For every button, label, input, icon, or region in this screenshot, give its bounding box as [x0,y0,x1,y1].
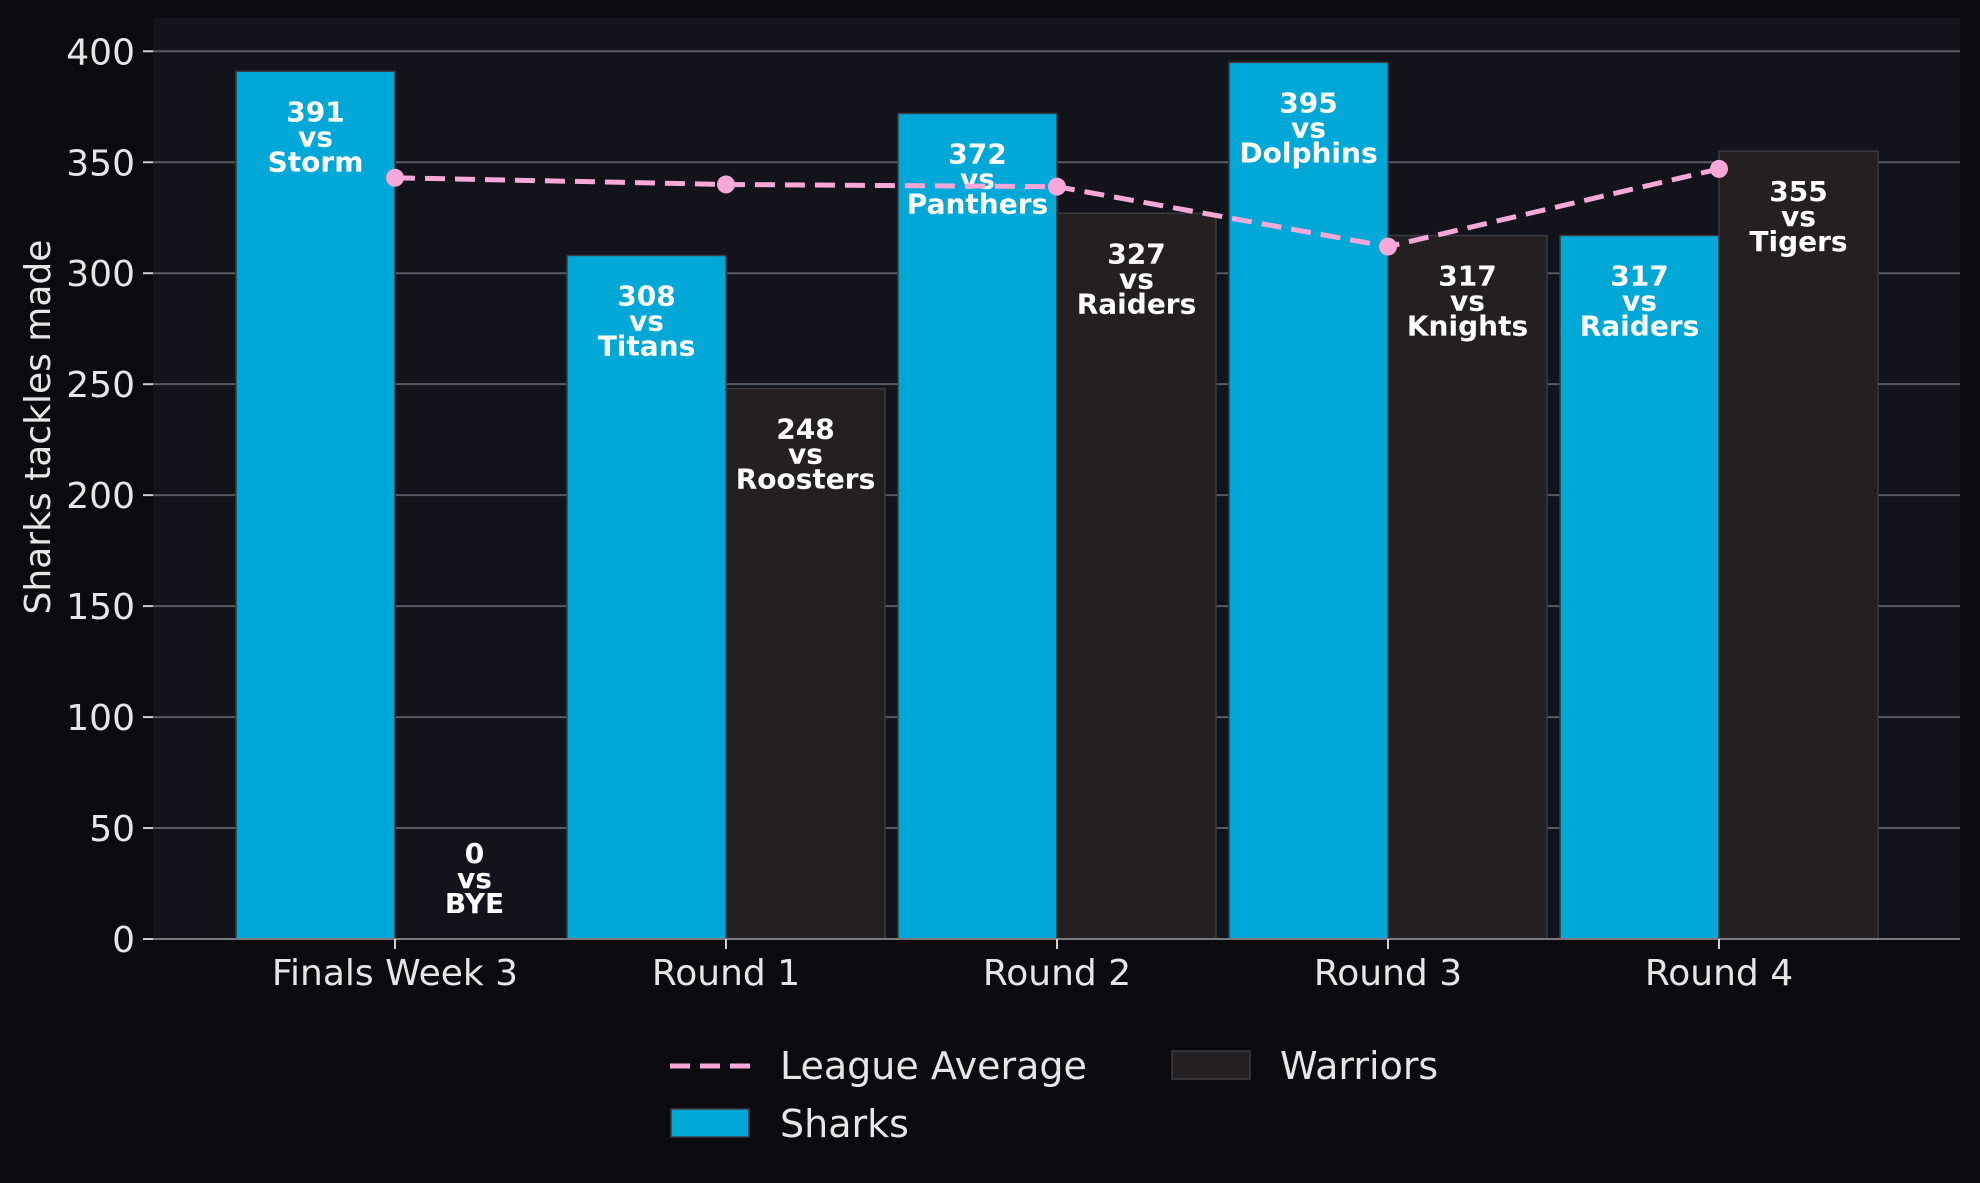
x-tick-label: Round 2 [983,953,1131,994]
bar-warriors [1056,212,1217,940]
y-tick-label: 0 [112,920,135,961]
bar-sharks [1228,61,1389,940]
bar-value-label: 317 [1610,259,1668,292]
bar-value-label: 327 [1107,237,1165,270]
legend-label-warriors: Warriors [1280,1044,1438,1088]
x-tick-label: Round 1 [652,953,800,994]
bar-value-label: 248 [776,413,834,446]
bar-vs-label: vs [298,120,333,153]
bar-opponent-label: Dolphins [1239,136,1377,169]
y-tick-label: 250 [66,365,135,406]
bar-vs-label: vs [1781,200,1816,233]
bar-vs-label: vs [1450,284,1485,317]
y-tick-label: 400 [66,32,135,73]
bar-opponent-label: Tigers [1749,225,1847,258]
bar-vs-label: vs [1119,262,1154,295]
legend-label-league-average: League Average [780,1044,1087,1088]
league-average-point [717,175,735,194]
bar-value-label: 0 [465,837,484,870]
league-average-point [386,168,404,187]
bar-opponent-label: Panthers [907,187,1048,220]
league-average-point [1710,159,1728,178]
bar-opponent-label: Storm [268,145,364,178]
bar-warriors [725,387,886,940]
bar-value-label: 372 [948,137,1006,170]
bar-opponent-label: Knights [1407,309,1528,342]
bar-sharks [235,70,396,940]
legend-label-sharks: Sharks [780,1102,909,1146]
bar-warriors [1718,150,1879,940]
bar-value-label: 391 [286,95,344,128]
y-tick-label: 50 [89,809,135,850]
x-tick-label: Finals Week 3 [272,953,518,994]
bar-opponent-label: BYE [445,887,504,920]
y-tick-label: 150 [66,587,135,628]
y-tick-label: 100 [66,698,135,739]
bar-sharks [897,112,1058,940]
bar-sharks [566,254,727,940]
x-tick-label: Round 4 [1645,953,1793,994]
bar-value-label: 395 [1279,86,1337,119]
league-average-layer [386,159,1728,256]
y-tick-label: 200 [66,476,135,517]
bar-vs-label: vs [629,304,664,337]
bar-value-label: 308 [617,279,675,312]
bar-value-label: 355 [1769,175,1827,208]
bar-vs-label: vs [960,162,995,195]
bar-value-label: 317 [1438,259,1496,292]
y-axis-title: Sharks tackles made [18,240,59,615]
bar-labels-layer: 391vsStorm0vsBYE308vsTitans248vsRoosters… [268,86,1848,920]
bar-opponent-label: Raiders [1077,287,1197,320]
legend-swatch-sharks [670,1108,750,1138]
y-tick-label: 300 [66,254,135,295]
bar-warriors [1387,234,1548,940]
league-average-point [1048,177,1066,196]
legend-swatch-warriors [1171,1050,1251,1080]
bar-vs-label: vs [457,862,492,895]
axes-layer: 0 50 100 150 200 250 300 350 400 Finals Week 3 Rou… [66,32,1960,994]
bar-opponent-label: Titans [598,329,696,362]
y-tick-label: 350 [66,143,135,184]
legend: League Average Warriors Sharks [670,1044,1438,1146]
bar-vs-label: vs [1622,284,1657,317]
bar-vs-label: vs [1291,111,1326,144]
bar-opponent-label: Roosters [736,463,876,496]
x-tick-label: Round 3 [1314,953,1462,994]
bar-opponent-label: Raiders [1580,309,1700,342]
league-average-point [1379,237,1397,256]
bars-layer [235,61,1879,940]
bar-vs-label: vs [788,438,823,471]
